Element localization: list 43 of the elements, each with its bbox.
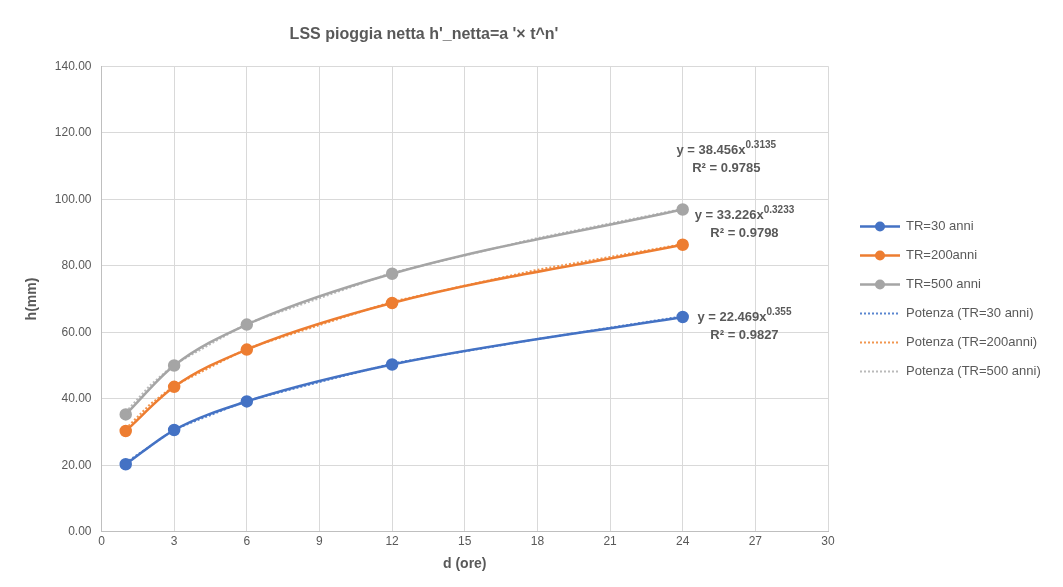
legend-label: TR=200anni — [906, 247, 978, 263]
x-axis-title: d (ore) — [442, 555, 487, 572]
y-tick-label: 100.00 — [54, 191, 92, 206]
legend-label: TR=30 anni — [906, 218, 974, 234]
point — [385, 267, 399, 280]
point — [119, 408, 132, 421]
chart-title: LSS pioggia netta h'_netta=a '× t^n' — [289, 25, 559, 43]
y-tick-label: 120.00 — [54, 125, 92, 140]
y-tick-label: 40.00 — [61, 391, 92, 406]
point — [240, 343, 254, 356]
x-tick-label: 15 — [458, 534, 472, 549]
point — [676, 238, 689, 252]
x-tick-label: 21 — [603, 534, 618, 549]
point — [119, 458, 132, 471]
x-tick-label: 18 — [530, 534, 545, 549]
point — [167, 359, 181, 372]
legend-label: Potenza (TR=500 anni) — [906, 363, 1041, 379]
x-tick-label: 30 — [821, 534, 835, 549]
point — [240, 318, 254, 331]
x-tick-label: 9 — [316, 534, 324, 549]
y-tick-label: 60.00 — [61, 324, 92, 339]
point — [385, 358, 399, 371]
y-tick-label: 140.00 — [54, 58, 92, 73]
x-tick-label: 27 — [748, 534, 763, 549]
point — [676, 203, 689, 216]
y-tick-label: 80.00 — [61, 258, 92, 273]
point — [119, 424, 132, 438]
x-tick-label: 12 — [385, 534, 400, 549]
x-tick-label: 3 — [170, 534, 178, 549]
point — [240, 395, 254, 408]
x-tick-label: 0 — [98, 534, 106, 549]
x-tick-label: 24 — [676, 534, 690, 549]
point — [385, 296, 399, 310]
x-tick-label: 6 — [243, 534, 251, 549]
y-axis-title: h(mm) — [23, 277, 40, 321]
legend-label: Potenza (TR=200anni) — [906, 334, 1038, 350]
legend-label: TR=500 anni — [906, 276, 981, 292]
point — [167, 423, 181, 437]
point — [676, 310, 689, 324]
point — [167, 380, 181, 394]
y-tick-label: 0.00 — [68, 524, 92, 539]
legend-label: Potenza (TR=30 anni) — [906, 305, 1034, 321]
y-tick-label: 20.00 — [61, 457, 92, 472]
